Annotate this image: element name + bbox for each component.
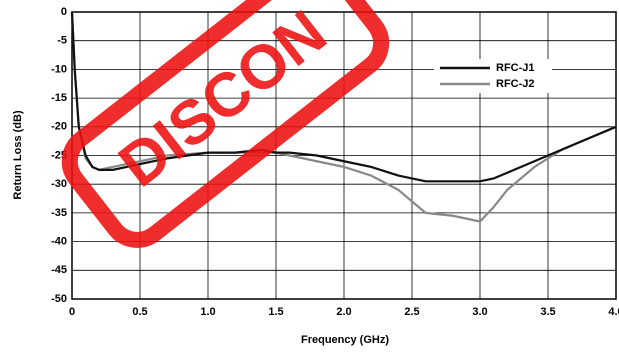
- y-tick-label: -10: [51, 63, 67, 75]
- x-tick-label: 3.0: [472, 306, 487, 318]
- x-tick-label: 1.5: [268, 306, 283, 318]
- y-tick-label: -40: [51, 236, 67, 248]
- series-line: [70, 11, 617, 183]
- x-tick-label: 0.5: [132, 306, 147, 318]
- legend-label: RFC-J2: [496, 78, 535, 90]
- x-tick-label: 1.0: [200, 306, 215, 318]
- x-axis-label: Frequency (GHz): [301, 334, 389, 346]
- legend-label: RFC-J1: [496, 62, 535, 74]
- y-tick-label: -45: [51, 264, 67, 276]
- y-tick-label: -15: [51, 92, 67, 104]
- x-tick-label: 2.5: [404, 306, 419, 318]
- stamp-frame: [61, 0, 390, 248]
- x-tick-label: 3.5: [540, 306, 555, 318]
- plot-area: 0-5-10-15-20-25-30-35-40-45-500 0.5 1.0 1.5…: [51, 6, 619, 318]
- y-tick-label: -35: [51, 207, 67, 219]
- watermark-stamp: DISCON: [61, 0, 390, 248]
- y-tick-label: 0: [61, 6, 67, 18]
- y-tick-label: -5: [57, 35, 67, 47]
- y-tick-label: -20: [51, 121, 67, 133]
- x-tick-label: 2.0: [336, 306, 351, 318]
- x-tick-label: 0: [69, 306, 75, 318]
- y-axis-label: Return Loss (dB): [12, 110, 24, 200]
- y-tick-label: -50: [51, 293, 67, 305]
- legend-box: [434, 59, 552, 93]
- x-tick-label: 4.0: [608, 306, 619, 318]
- y-tick-label: -30: [51, 178, 67, 190]
